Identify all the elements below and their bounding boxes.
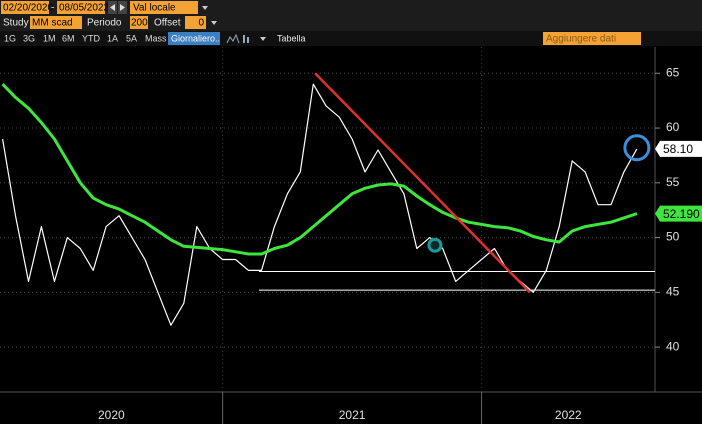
add-data[interactable]: Aggiungere dati — [546, 34, 616, 45]
value-label: 58.10 — [663, 142, 693, 156]
marker-circle — [427, 237, 443, 253]
highlight-circle — [623, 134, 651, 162]
x-tick-label: 2021 — [339, 408, 366, 422]
study[interactable]: MM scad — [32, 18, 73, 29]
currency[interactable]: Val locale — [133, 3, 176, 14]
currency-field[interactable] — [130, 1, 198, 14]
range-button[interactable]: 6M — [62, 33, 75, 43]
y-tick-label: 55 — [666, 175, 680, 189]
frequency-button[interactable] — [168, 32, 220, 45]
offset-field[interactable] — [185, 16, 206, 29]
dropdown-icon[interactable] — [202, 6, 208, 10]
prev-icon — [110, 4, 115, 11]
x-tick-label: 2022 — [555, 408, 582, 422]
study-field[interactable] — [30, 16, 82, 29]
value-label: 52.190 — [663, 207, 700, 221]
frequency[interactable]: Giornaliero.. — [171, 33, 220, 43]
period-field[interactable] — [130, 16, 148, 29]
offset-label: Offset — [154, 18, 181, 29]
date-field[interactable] — [1, 1, 49, 14]
table-button[interactable]: Tabella — [277, 33, 306, 43]
range-button[interactable]: Mass — [145, 33, 167, 43]
y-tick-label: 40 — [666, 339, 680, 353]
y-tick-label: 60 — [666, 120, 680, 134]
bar-icon[interactable] — [243, 35, 245, 43]
period[interactable]: 200 — [131, 18, 148, 29]
series-line — [1, 83, 638, 256]
range-button[interactable]: 5A — [126, 33, 137, 43]
start-date[interactable]: 02/20/2020 — [3, 3, 53, 14]
range-button[interactable]: YTD — [82, 33, 101, 43]
range-button[interactable]: 1M — [43, 33, 56, 43]
series-line — [2, 83, 638, 326]
value-label-bg — [655, 205, 702, 222]
next-icon — [120, 4, 125, 11]
range-button[interactable]: 1G — [4, 33, 16, 43]
dash: - — [51, 3, 54, 14]
study-label: Study — [3, 18, 29, 29]
value-label-bg — [655, 140, 702, 157]
add-data-field[interactable] — [543, 32, 641, 45]
y-tick-label: 50 — [666, 230, 680, 244]
x-tick-label: 2020 — [98, 408, 125, 422]
end-date[interactable]: 08/05/2022 — [59, 3, 109, 14]
period-label: Periodo — [87, 18, 122, 29]
range-button[interactable]: 1A — [107, 33, 118, 43]
dropdown-icon[interactable] — [260, 37, 266, 41]
trendline — [314, 72, 531, 294]
dropdown-icon[interactable] — [211, 21, 217, 25]
y-tick-label: 45 — [666, 285, 680, 299]
chart-type-icon[interactable] — [226, 33, 240, 44]
y-tick-label: 65 — [666, 65, 680, 79]
range-buttons: 1G 3G 1M 6M YTD 1A 5A Mass — [4, 33, 167, 43]
offset[interactable]: 0 — [198, 18, 204, 29]
date-field[interactable] — [57, 1, 105, 14]
bar-icon[interactable] — [247, 37, 249, 43]
range-button[interactable]: 3G — [23, 33, 35, 43]
